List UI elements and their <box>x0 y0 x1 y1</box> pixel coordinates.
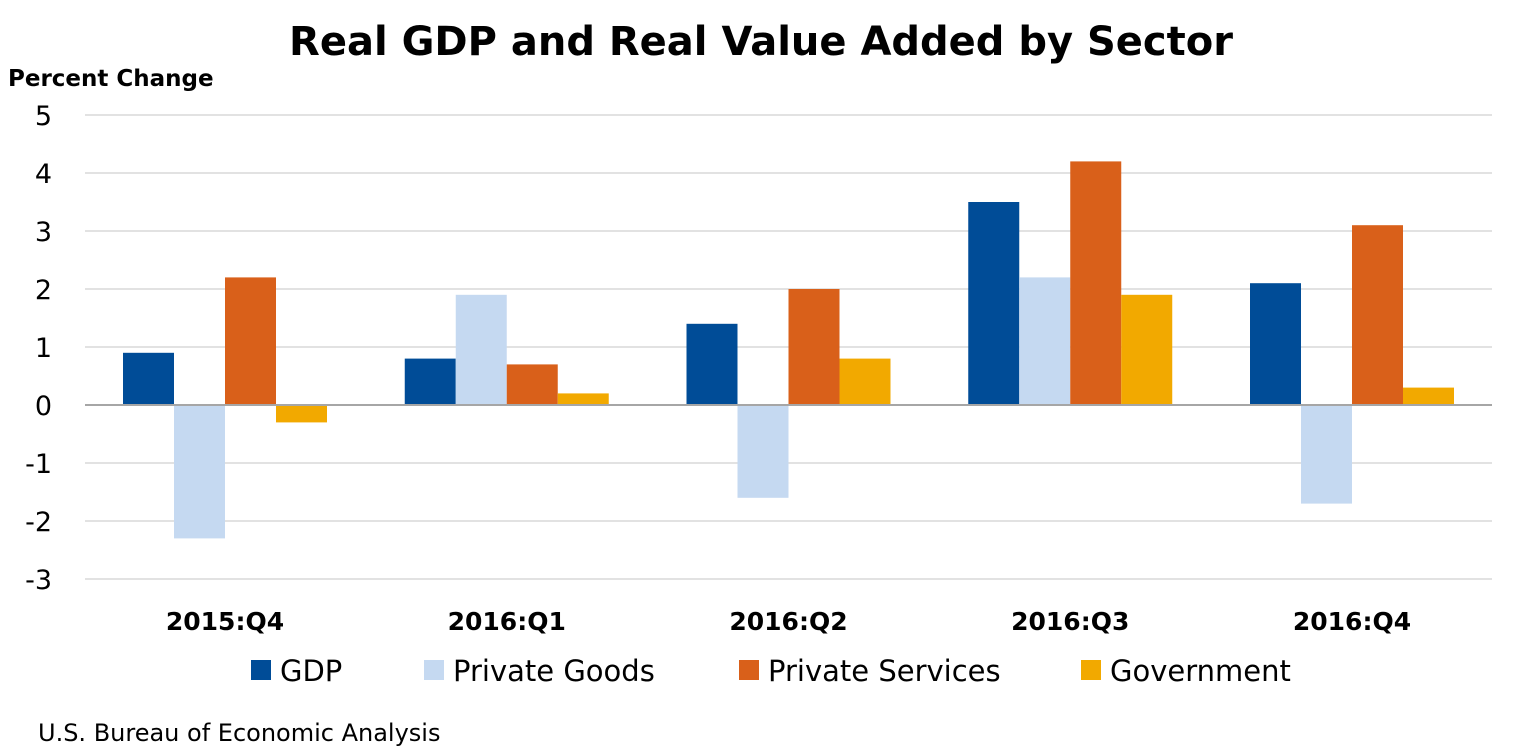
x-tick-label: 2016:Q1 <box>448 607 566 636</box>
bar-government-2016-q1 <box>557 393 609 405</box>
bar-gdp-2016-q4 <box>1250 283 1301 405</box>
x-tick-label: 2015:Q4 <box>166 607 284 636</box>
bar-private-services-2016-q3 <box>1070 161 1122 405</box>
bar-government-2016-q3 <box>1121 294 1173 405</box>
y-tick-label: 0 <box>35 391 52 422</box>
x-axis-ticks: 2015:Q4 2016:Q1 2016:Q2 2016:Q3 2016:Q4 <box>166 607 1411 636</box>
bar-private-services-2016-q4 <box>1352 225 1403 405</box>
bar-private-services-2015-q4 <box>225 277 276 405</box>
y-axis-label: Percent Change <box>8 66 214 92</box>
legend-swatch-gdp <box>251 660 271 680</box>
bar-private-goods-2016-q1 <box>455 294 507 405</box>
x-tick-label: 2016:Q3 <box>1011 607 1129 636</box>
y-tick-label: -1 <box>25 449 52 480</box>
legend-swatch-government <box>1081 660 1101 680</box>
y-tick-label: 2 <box>35 275 52 306</box>
bars <box>123 161 1454 539</box>
bar-gdp-2016-q3 <box>968 202 1020 405</box>
bar-gdp-2016-q1 <box>404 358 456 405</box>
source-note: U.S. Bureau of Economic Analysis <box>38 719 440 747</box>
bar-private-services-2016-q2 <box>788 289 840 405</box>
legend-swatch-private-services <box>739 660 759 680</box>
y-tick-label: 1 <box>35 333 52 364</box>
legend-label-private-services: Private Services <box>768 654 1001 688</box>
bar-private-services-2016-q1 <box>506 364 558 405</box>
y-tick-label: -3 <box>25 565 52 596</box>
bar-private-goods-2016-q4 <box>1301 405 1352 504</box>
legend-swatch-private-goods <box>424 660 444 680</box>
y-tick-label: 3 <box>35 217 52 248</box>
legend-label-private-goods: Private Goods <box>453 654 655 688</box>
bar-private-goods-2016-q2 <box>737 405 789 498</box>
x-tick-label: 2016:Q4 <box>1293 607 1411 636</box>
y-tick-label: 5 <box>35 101 52 132</box>
bar-government-2015-q4 <box>276 405 327 423</box>
legend: GDP Private Goods Private Services Governme… <box>251 654 1291 688</box>
bar-gdp-2016-q2 <box>686 323 738 405</box>
legend-label-gdp: GDP <box>280 654 342 688</box>
bar-government-2016-q4 <box>1403 387 1454 405</box>
legend-label-government: Government <box>1110 654 1291 688</box>
y-tick-label: -2 <box>25 507 52 538</box>
chart-title: Real GDP and Real Value Added by Sector <box>289 19 1233 65</box>
bar-gdp-2015-q4 <box>123 352 174 405</box>
y-axis-ticks: 5 4 3 2 1 0 -1 -2 -3 <box>25 101 52 596</box>
bar-government-2016-q2 <box>839 358 891 405</box>
bar-private-goods-2016-q3 <box>1019 277 1071 405</box>
y-tick-label: 4 <box>35 159 52 190</box>
x-tick-label: 2016:Q2 <box>729 607 847 636</box>
bar-private-goods-2015-q4 <box>174 405 225 539</box>
